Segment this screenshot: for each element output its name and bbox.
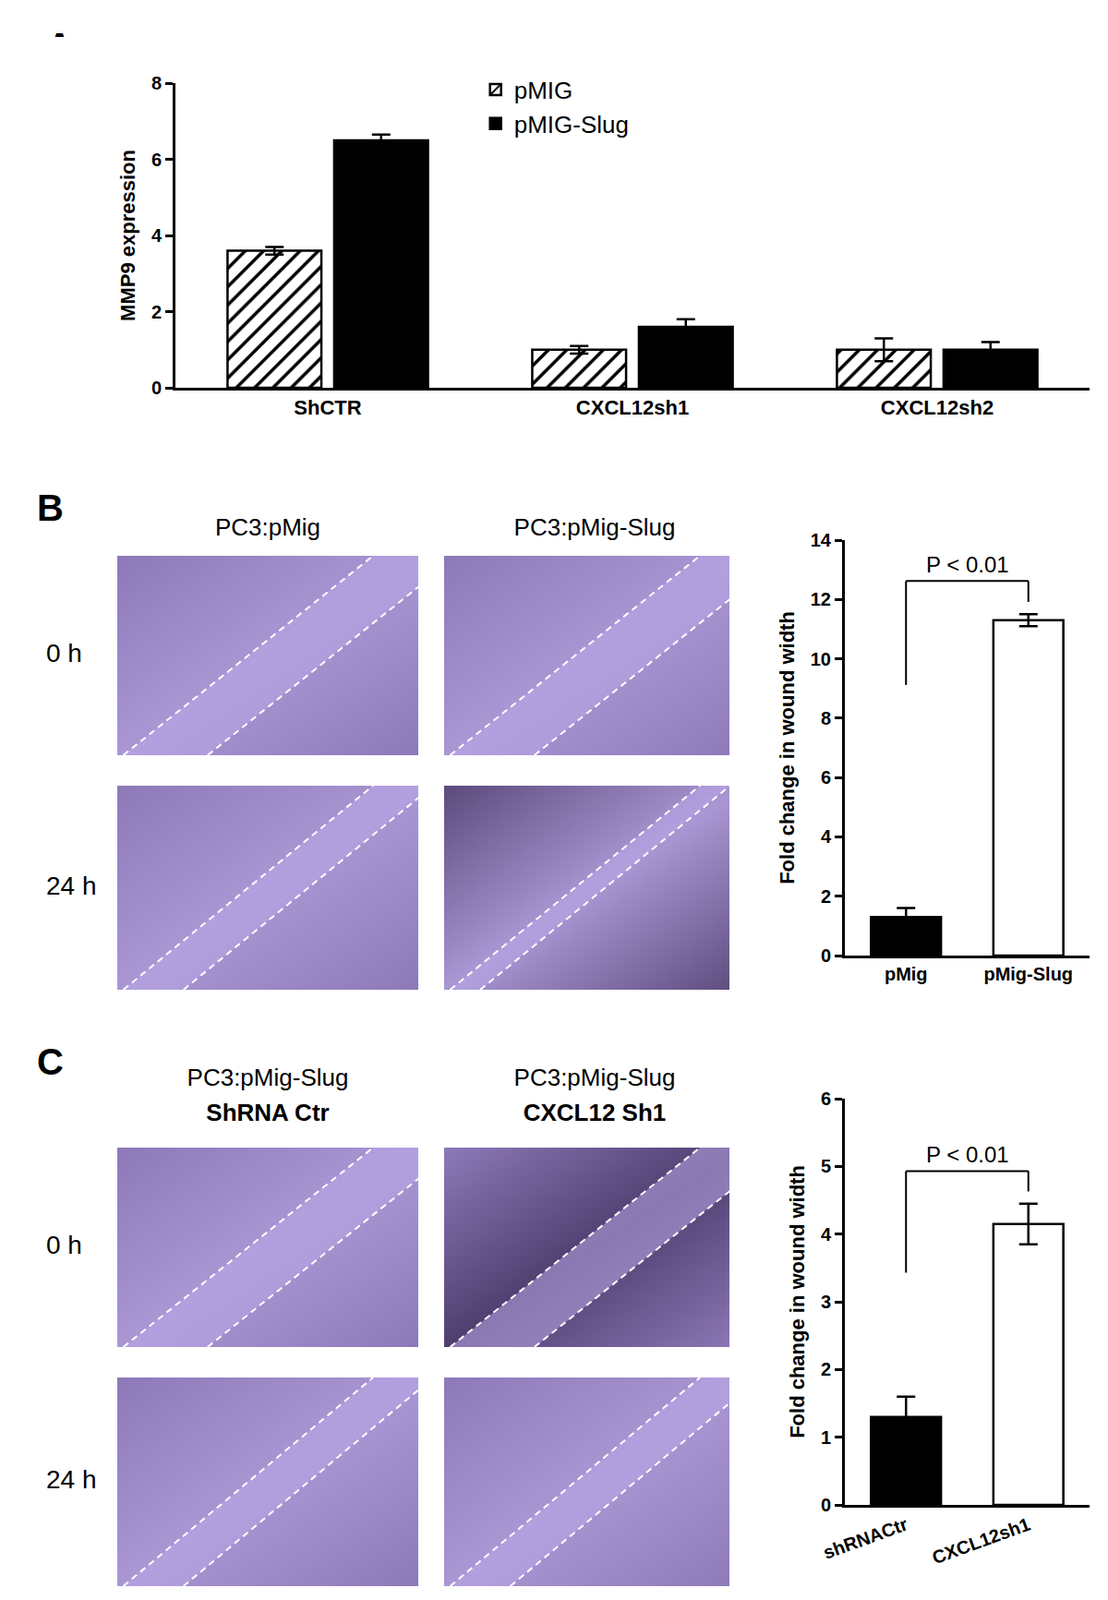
html-text:B: B <box>36 487 64 529</box>
svg-text:2: 2 <box>820 886 831 907</box>
html-text:24 h: 24 h <box>46 871 97 900</box>
html-text:24 h: 24 h <box>46 1465 97 1494</box>
svg-text:P < 0.01: P < 0.01 <box>926 552 1010 578</box>
svg-text:CXCL12sh1: CXCL12sh1 <box>576 396 689 420</box>
svg-text:8: 8 <box>151 72 162 94</box>
svg-text:CXCL12sh1: CXCL12sh1 <box>929 1513 1034 1568</box>
svg-text:3: 3 <box>820 1291 831 1313</box>
svg-text:6: 6 <box>820 1088 831 1109</box>
svg-text:0: 0 <box>151 377 162 398</box>
svg-text:6: 6 <box>820 767 831 788</box>
svg-text:pMIG-Slug: pMIG-Slug <box>514 110 629 139</box>
svg-text:1: 1 <box>820 1427 831 1448</box>
svg-text:ShCTR: ShCTR <box>293 396 362 420</box>
svg-text:4: 4 <box>820 1224 832 1245</box>
svg-text:12: 12 <box>810 589 831 610</box>
svg-text:4: 4 <box>151 225 163 246</box>
svg-text:0: 0 <box>820 1494 831 1516</box>
html-text:A: A <box>46 25 73 67</box>
svg-text:MMP9 expression: MMP9 expression <box>116 149 140 322</box>
svg-text:5: 5 <box>820 1156 831 1177</box>
html-text:0 h: 0 h <box>46 638 83 668</box>
svg-text:pMig-Slug: pMig-Slug <box>983 963 1073 985</box>
html-text:C: C <box>36 1041 64 1083</box>
svg-text:6: 6 <box>151 149 162 170</box>
svg-text:0: 0 <box>820 945 831 966</box>
html-text:CXCL12 Sh1: CXCL12 Sh1 <box>523 1098 667 1127</box>
html-text:PC3:pMig: PC3:pMig <box>215 513 321 542</box>
svg-text:Fold change in wound width: Fold change in wound width <box>775 611 799 885</box>
html-text:0 h: 0 h <box>46 1230 83 1260</box>
svg-text:pMIG: pMIG <box>514 76 574 105</box>
svg-text:pMig: pMig <box>884 963 928 985</box>
svg-text:10: 10 <box>810 649 831 670</box>
svg-text:P < 0.01: P < 0.01 <box>926 1142 1010 1168</box>
html-text:PC3:pMig-Slug: PC3:pMig-Slug <box>513 1063 676 1092</box>
svg-text:Fold change in wound width: Fold change in wound width <box>785 1165 809 1439</box>
svg-text:2: 2 <box>820 1359 831 1380</box>
html-text:ShRNA Ctr: ShRNA Ctr <box>206 1098 330 1127</box>
svg-text:8: 8 <box>820 708 831 729</box>
svg-text:CXCL12sh2: CXCL12sh2 <box>880 396 994 420</box>
html-text:PC3:pMig-Slug: PC3:pMig-Slug <box>187 1063 349 1092</box>
svg-text:14: 14 <box>810 529 832 551</box>
svg-text:shRNACtr: shRNACtr <box>820 1513 912 1563</box>
html-text:PC3:pMig-Slug: PC3:pMig-Slug <box>513 513 676 542</box>
svg-text:2: 2 <box>151 301 162 323</box>
svg-text:4: 4 <box>820 826 832 847</box>
